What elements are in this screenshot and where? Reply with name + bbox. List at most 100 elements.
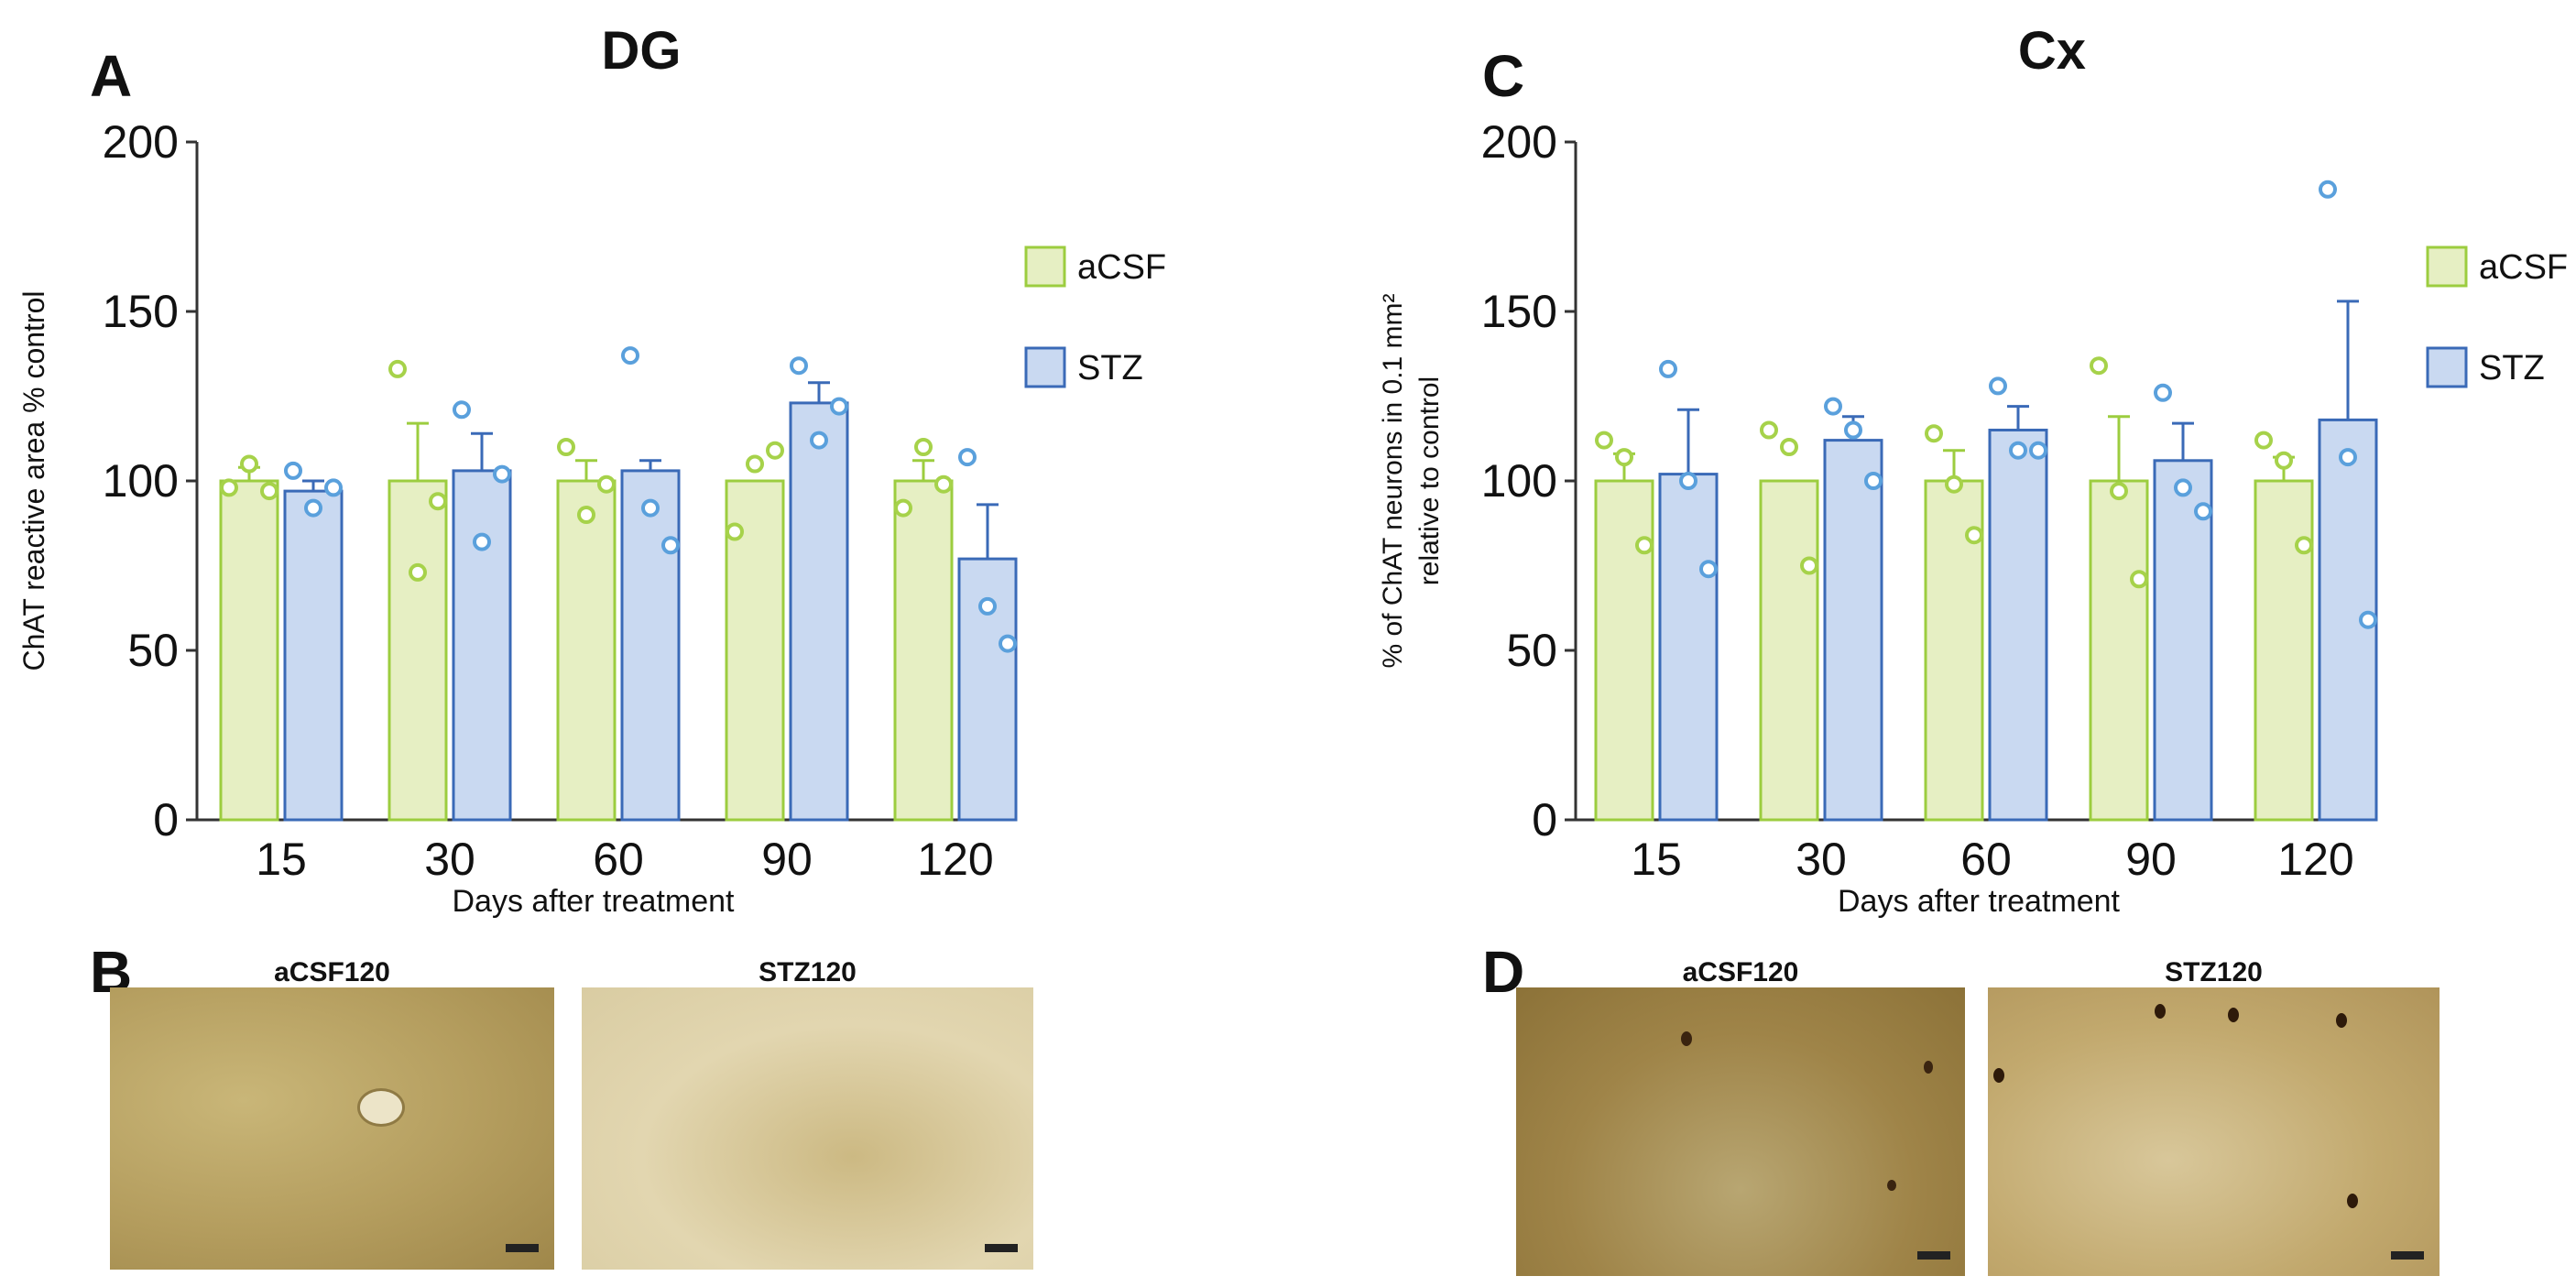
data-point	[1699, 560, 1718, 579]
data-point	[2154, 383, 2172, 402]
bar-stz-30	[1823, 439, 1883, 822]
scale-bar	[985, 1244, 1018, 1252]
chart-dg: DG 0 50 100 150 200 ChAT reactive area % contr…	[17, 21, 1166, 919]
micrograph-acsf-cx	[1516, 987, 1965, 1276]
data-point	[1800, 556, 1818, 575]
data-point	[2254, 431, 2273, 450]
legend-swatch-acsf	[2426, 245, 2468, 288]
y-tick-label: 100	[1481, 455, 1557, 507]
data-point	[1659, 359, 1677, 378]
micrograph-stz-cx	[1988, 987, 2440, 1276]
micrograph-label-acsf-dg: aCSF120	[274, 957, 390, 987]
data-point	[388, 359, 407, 378]
y-tick-label: 100	[103, 455, 179, 507]
y-axis-label: % of ChAT neurons in 0.1 mm² relative to …	[1378, 293, 1445, 668]
data-point	[2319, 180, 2337, 199]
data-point	[2174, 478, 2192, 497]
data-point	[914, 438, 933, 456]
neuron-dot	[1887, 1180, 1896, 1191]
bar-stz-60	[620, 469, 681, 822]
legend-swatch-stz	[2426, 346, 2468, 388]
data-point	[641, 498, 660, 518]
neuron-dot	[1681, 1031, 1692, 1046]
data-point	[409, 562, 427, 582]
scale-bar	[506, 1244, 539, 1252]
data-point	[746, 454, 764, 474]
bar-stz-60	[1988, 429, 2048, 822]
x-tick-label: 60	[1960, 834, 2012, 885]
x-tick-label: 15	[1631, 834, 1682, 885]
bar-acsf-120	[893, 479, 954, 822]
bar-stz-30	[452, 469, 512, 822]
data-point	[1824, 397, 1842, 416]
data-point	[2359, 610, 2377, 629]
bar-acsf-120	[2254, 479, 2314, 822]
data-point	[240, 454, 258, 474]
y-tick-label: 150	[1481, 286, 1557, 337]
x-tick-label: 120	[917, 834, 993, 885]
neuron-dot	[1924, 1061, 1933, 1074]
micrograph-acsf-dg	[110, 987, 554, 1270]
x-tick-label: 90	[2125, 834, 2177, 885]
x-axis-label: Days after treatment	[1838, 884, 2121, 919]
bar-acsf-15	[219, 479, 279, 822]
neuron-dot	[2347, 1194, 2358, 1208]
bar-stz-90	[789, 401, 849, 822]
y-tick-label: 150	[103, 286, 179, 337]
chart-cx: Cx 0 50 100 150 200 % of ChAT neurons in 0.1 m…	[1378, 21, 2568, 919]
data-point	[304, 498, 322, 518]
data-point	[1595, 431, 1613, 450]
x-axis-label: Days after treatment	[452, 884, 735, 919]
vessel-shape	[357, 1088, 405, 1127]
data-point	[260, 482, 278, 501]
data-point	[1945, 474, 1963, 494]
data-point	[2090, 356, 2108, 376]
data-point	[958, 448, 977, 467]
data-point	[810, 431, 828, 450]
data-point	[1780, 438, 1798, 456]
micrograph-label-stz-dg: STZ120	[759, 957, 857, 987]
micrograph-stz-dg	[582, 987, 1033, 1270]
neuron-dot	[1993, 1068, 2004, 1083]
bar-acsf-90	[2089, 479, 2149, 822]
bar-acsf-60	[556, 479, 617, 822]
x-tick-label: 60	[593, 834, 644, 885]
y-tick-label: 0	[153, 794, 179, 845]
micrograph-label-acsf-cx: aCSF120	[1682, 957, 1799, 987]
y-tick-label: 50	[127, 625, 179, 676]
data-point	[1925, 424, 1943, 443]
legend-label-stz: STZ	[1077, 349, 1143, 387]
data-point	[453, 400, 471, 420]
legend-label-stz: STZ	[2479, 349, 2545, 387]
bar-stz-15	[1658, 473, 1719, 822]
data-point	[1844, 420, 1862, 440]
panel-letter-a: A	[90, 43, 132, 109]
data-point	[999, 634, 1017, 653]
data-point	[726, 522, 744, 541]
x-tick-label: 15	[256, 834, 307, 885]
data-point	[473, 532, 491, 551]
data-point	[766, 441, 784, 460]
data-point	[934, 474, 953, 494]
data-point	[2275, 451, 2293, 470]
y-tick-label: 200	[103, 116, 179, 168]
neuron-dot	[2155, 1004, 2166, 1019]
data-point	[1864, 472, 1883, 490]
data-point	[1679, 472, 1697, 490]
bar-acsf-15	[1594, 479, 1654, 822]
chart-title: Cx	[2018, 21, 2086, 81]
legend-swatch-acsf	[1024, 245, 1066, 288]
data-point	[2130, 570, 2148, 589]
data-point	[577, 506, 595, 524]
data-point	[2194, 502, 2212, 521]
legend-label-acsf: aCSF	[2479, 248, 2568, 287]
data-point	[1615, 448, 1633, 467]
bar-stz-15	[283, 489, 344, 822]
y-axis-label: ChAT reactive area % control	[17, 291, 50, 671]
data-point	[1760, 420, 1778, 440]
data-point	[894, 498, 912, 518]
neuron-dot	[2336, 1013, 2347, 1028]
x-tick-label: 90	[761, 834, 813, 885]
data-point	[978, 596, 997, 616]
